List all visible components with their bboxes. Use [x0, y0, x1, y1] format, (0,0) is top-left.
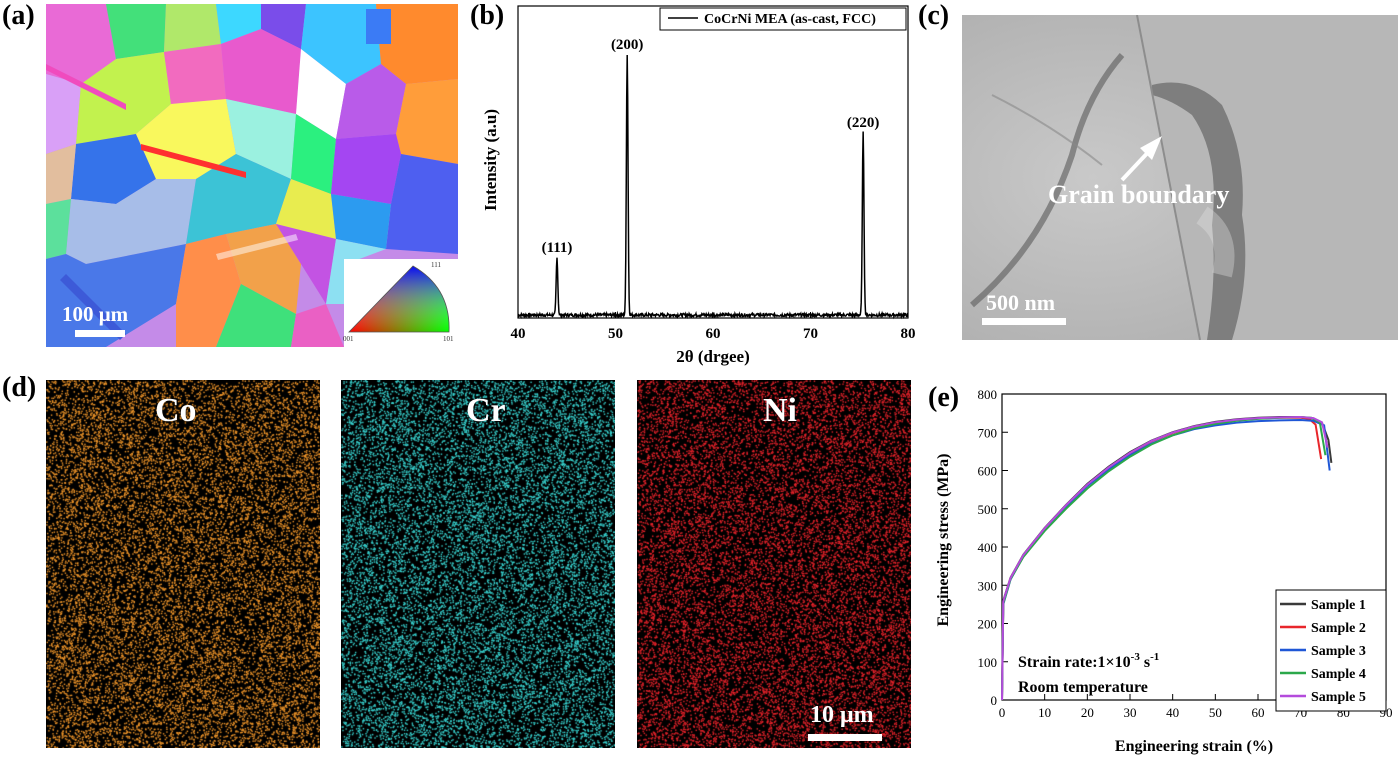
xrd-y-axis-title: Intensity (a.u): [481, 109, 500, 211]
xrd-legend-label: CoCrNi MEA (as-cast, FCC): [704, 12, 876, 27]
tensile-x-tick-label: 10: [1038, 705, 1051, 720]
ipf-label-101: 101: [443, 335, 454, 343]
tensile-y-tick-label: 200: [978, 617, 998, 632]
tensile-x-tick-label: 30: [1124, 705, 1137, 720]
tensile-y-tick-label: 600: [978, 464, 998, 479]
eds-map-cr: [341, 380, 615, 748]
ipf-label-111: 111: [431, 261, 441, 269]
strain-rate-annotation: Strain rate:1×10-3 s-1: [1018, 651, 1159, 671]
tensile-y-tick-label: 500: [978, 502, 998, 517]
tensile-y-axis-title: Engineering stress (MPa): [935, 453, 952, 626]
ipf-label-001: 001: [343, 335, 354, 343]
xrd-x-tick-label: 50: [608, 326, 623, 342]
tensile-y-tick-label: 300: [978, 578, 998, 593]
xrd-ticks: 40 50 60 70 80: [511, 312, 916, 342]
xrd-plot-frame: [517, 5, 909, 319]
tem-image: [962, 15, 1398, 340]
panel-c-label: (c): [918, 0, 950, 31]
xrd-legend: CoCrNi MEA (as-cast, FCC): [659, 7, 907, 31]
tensile-curves: [1001, 415, 1333, 701]
eds-scale-bar: [808, 734, 882, 741]
panel-d-label: (d): [2, 372, 37, 403]
tensile-y-tick-label: 100: [978, 655, 998, 670]
tensile-series-line: [1001, 415, 1329, 701]
xrd-peak-label: (220): [847, 115, 880, 131]
xrd-x-tick-label: 60: [706, 326, 721, 342]
xrd-x-tick-label: 40: [511, 326, 526, 342]
tensile-annotations: Strain rate:1×10-3 s-1 Room temperature: [1018, 651, 1159, 696]
tensile-x-axis-title: Engineering strain (%): [1115, 738, 1273, 755]
xrd-legend-box: [659, 7, 907, 31]
xrd-peak-labels: (111) (200) (220): [542, 37, 880, 256]
tensile-legend-label: Sample 1: [1311, 598, 1366, 613]
tensile-y-tick-label: 700: [978, 425, 998, 440]
tensile-y-tick-label: 0: [991, 693, 998, 708]
tensile-legend-label: Sample 5: [1311, 690, 1366, 705]
ebsd-scale-bar-label: 100 μm: [62, 302, 129, 326]
tensile-y-tick-label: 400: [978, 540, 998, 555]
xrd-pattern-line: [517, 55, 909, 320]
panel-e-label: (e): [928, 382, 960, 413]
xrd-axes: [517, 5, 909, 319]
tem-scale-bar-label: 500 nm: [986, 290, 1056, 315]
xrd-x-tick-label: 80: [901, 326, 916, 342]
tensile-legend-label: Sample 4: [1311, 667, 1366, 682]
tensile-legend-label: Sample 3: [1311, 644, 1366, 659]
panel-b-label: (b): [470, 0, 505, 31]
xrd-peak-label: (111): [542, 240, 573, 256]
eds-label-ni: Ni: [763, 392, 797, 429]
tem-scale-bar: [982, 318, 1066, 325]
grain-boundary-arrow: [1120, 136, 1162, 182]
ebsd-scale-bar: [75, 330, 125, 337]
tensile-legend: Sample 1 Sample 2 Sample 3 Sample 4 Sample 5: [1275, 589, 1387, 712]
eds-label-cr: Cr: [466, 392, 506, 429]
tensile-y-tick-label: 800: [978, 387, 998, 402]
tensile-x-tick-label: 40: [1166, 705, 1179, 720]
tensile-x-tick-label: 20: [1081, 705, 1094, 720]
tensile-x-tick-label: 0: [999, 705, 1006, 720]
eds-map-co: [46, 380, 320, 748]
eds-map-ni: [637, 380, 911, 748]
panel-a-label: (a): [2, 0, 35, 31]
tensile-x-tick-label: 50: [1209, 705, 1222, 720]
ipf-color-key: 111 001 101: [343, 261, 454, 343]
tensile-legend-label: Sample 2: [1311, 621, 1366, 636]
eds-label-co: Co: [155, 392, 197, 429]
grain-boundary-label: Grain boundary: [1048, 180, 1230, 209]
room-temperature-annotation: Room temperature: [1018, 679, 1148, 696]
eds-scale-bar-label: 10 μm: [810, 702, 874, 728]
xrd-x-axis-title: 2θ (drgee): [676, 347, 750, 366]
xrd-x-tick-label: 70: [803, 326, 818, 342]
xrd-chart: 40 50 60 70 80 (111) (200) (220) CoCrNi MEA (a…: [481, 5, 916, 366]
xrd-peak-label: (200): [611, 37, 644, 53]
tensile-x-tick-label: 60: [1252, 705, 1265, 720]
tensile-chart: 0 10 20 30 40 50 60 70 80 90010020030040050060070…: [935, 387, 1393, 755]
